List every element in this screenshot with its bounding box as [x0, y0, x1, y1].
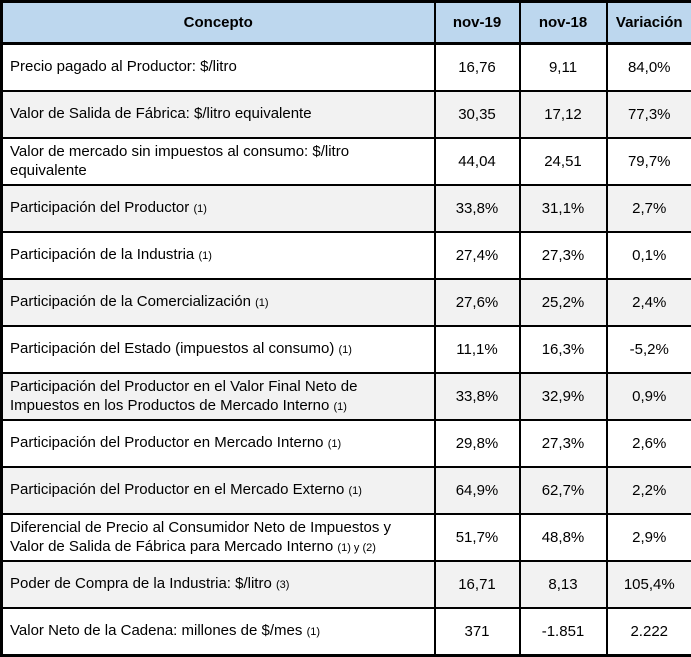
table-row: Participación del Productor en el Mercad… [2, 467, 691, 514]
nov19-cell: 27,6% [435, 279, 520, 326]
table-row: Valor de Salida de Fábrica: $/litro equi… [2, 91, 691, 138]
table-row: Diferencial de Precio al Consumidor Neto… [2, 514, 691, 561]
concept-cell: Participación del Productor en Mercado I… [2, 420, 435, 467]
table-row: Participación de la Comercialización (1)… [2, 279, 691, 326]
variation-cell: 2,9% [607, 514, 691, 561]
concept-note: (1) [328, 438, 341, 450]
concept-text: Valor Neto de la Cadena: millones de $/m… [10, 622, 302, 639]
nov18-cell: 9,11 [520, 44, 607, 92]
nov18-cell: 62,7% [520, 467, 607, 514]
concept-cell: Precio pagado al Productor: $/litro [2, 44, 435, 92]
table-row: Participación del Productor en Mercado I… [2, 420, 691, 467]
nov19-cell: 16,76 [435, 44, 520, 92]
nov19-cell: 11,1% [435, 326, 520, 373]
nov19-cell: 33,8% [435, 373, 520, 420]
nov19-cell: 27,4% [435, 232, 520, 279]
nov18-cell: 27,3% [520, 420, 607, 467]
nov19-cell: 33,8% [435, 185, 520, 232]
nov18-cell: 16,3% [520, 326, 607, 373]
table-row: Valor de mercado sin impuestos al consum… [2, 138, 691, 185]
variation-cell: 77,3% [607, 91, 691, 138]
concept-note: (1) y (2) [337, 542, 376, 554]
concept-cell: Participación de la Industria (1) [2, 232, 435, 279]
variation-cell: 2,6% [607, 420, 691, 467]
table-row: Participación del Productor en el Valor … [2, 373, 691, 420]
concept-text: Precio pagado al Productor: $/litro [10, 58, 237, 75]
header-nov19: nov-19 [435, 2, 520, 44]
concept-text: Participación de la Comercialización [10, 293, 251, 310]
nov19-cell: 16,71 [435, 561, 520, 608]
nov18-cell: 25,2% [520, 279, 607, 326]
concept-text: Participación del Productor en Mercado I… [10, 434, 324, 451]
table-row: Participación del Estado (impuestos al c… [2, 326, 691, 373]
concept-cell: Valor de Salida de Fábrica: $/litro equi… [2, 91, 435, 138]
concept-text: Participación del Productor en el Mercad… [10, 481, 344, 498]
variation-cell: 2,7% [607, 185, 691, 232]
concept-text: Diferencial de Precio al Consumidor Neto… [10, 519, 391, 555]
variation-cell: 79,7% [607, 138, 691, 185]
concept-text: Participación del Productor en el Valor … [10, 378, 357, 414]
table-row: Participación de la Industria (1) 27,4% … [2, 232, 691, 279]
concept-cell: Participación del Productor en el Valor … [2, 373, 435, 420]
nov19-cell: 371 [435, 608, 520, 656]
concept-cell: Valor de mercado sin impuestos al consum… [2, 138, 435, 185]
variation-cell: 84,0% [607, 44, 691, 92]
nov19-cell: 64,9% [435, 467, 520, 514]
concept-cell: Participación de la Comercialización (1) [2, 279, 435, 326]
concept-cell: Participación del Estado (impuestos al c… [2, 326, 435, 373]
variation-cell: -5,2% [607, 326, 691, 373]
concept-note: (3) [276, 579, 289, 591]
nov18-cell: 32,9% [520, 373, 607, 420]
concept-text: Participación del Productor [10, 199, 189, 216]
concept-note: (1) [349, 485, 362, 497]
concept-text: Valor de Salida de Fábrica: $/litro equi… [10, 105, 312, 122]
nov19-cell: 30,35 [435, 91, 520, 138]
concept-cell: Diferencial de Precio al Consumidor Neto… [2, 514, 435, 561]
concept-cell: Participación del Productor en el Mercad… [2, 467, 435, 514]
table-row: Participación del Productor (1) 33,8% 31… [2, 185, 691, 232]
nov18-cell: 31,1% [520, 185, 607, 232]
nov19-cell: 51,7% [435, 514, 520, 561]
nov18-cell: 27,3% [520, 232, 607, 279]
table-row: Precio pagado al Productor: $/litro 16,7… [2, 44, 691, 92]
variation-cell: 2,2% [607, 467, 691, 514]
variation-cell: 2,4% [607, 279, 691, 326]
variation-cell: 0,9% [607, 373, 691, 420]
concept-note: (1) [255, 297, 268, 309]
nov18-cell: -1.851 [520, 608, 607, 656]
variation-cell: 0,1% [607, 232, 691, 279]
concept-note: (1) [307, 626, 320, 638]
concept-text: Participación del Estado (impuestos al c… [10, 340, 334, 357]
concept-note: (1) [193, 203, 206, 215]
table-row: Valor Neto de la Cadena: millones de $/m… [2, 608, 691, 656]
nov19-cell: 44,04 [435, 138, 520, 185]
nov18-cell: 24,51 [520, 138, 607, 185]
concept-text: Valor de mercado sin impuestos al consum… [10, 143, 349, 179]
concept-cell: Poder de Compra de la Industria: $/litro… [2, 561, 435, 608]
concept-note: (1) [198, 250, 211, 262]
concept-note: (1) [334, 401, 347, 413]
header-row: Concepto nov-19 nov-18 Variación [2, 2, 691, 44]
header-concept: Concepto [2, 2, 435, 44]
concept-note: (1) [339, 344, 352, 356]
concept-text: Participación de la Industria [10, 246, 194, 263]
header-variation: Variación [607, 2, 691, 44]
variation-cell: 2.222 [607, 608, 691, 656]
variation-cell: 105,4% [607, 561, 691, 608]
table-row: Poder de Compra de la Industria: $/litro… [2, 561, 691, 608]
nov19-cell: 29,8% [435, 420, 520, 467]
concept-cell: Participación del Productor (1) [2, 185, 435, 232]
nov18-cell: 8,13 [520, 561, 607, 608]
concept-cell: Valor Neto de la Cadena: millones de $/m… [2, 608, 435, 656]
concept-text: Poder de Compra de la Industria: $/litro [10, 575, 272, 592]
nov18-cell: 17,12 [520, 91, 607, 138]
header-nov18: nov-18 [520, 2, 607, 44]
nov18-cell: 48,8% [520, 514, 607, 561]
price-chain-table-container: Concepto nov-19 nov-18 Variación Precio … [0, 0, 691, 600]
